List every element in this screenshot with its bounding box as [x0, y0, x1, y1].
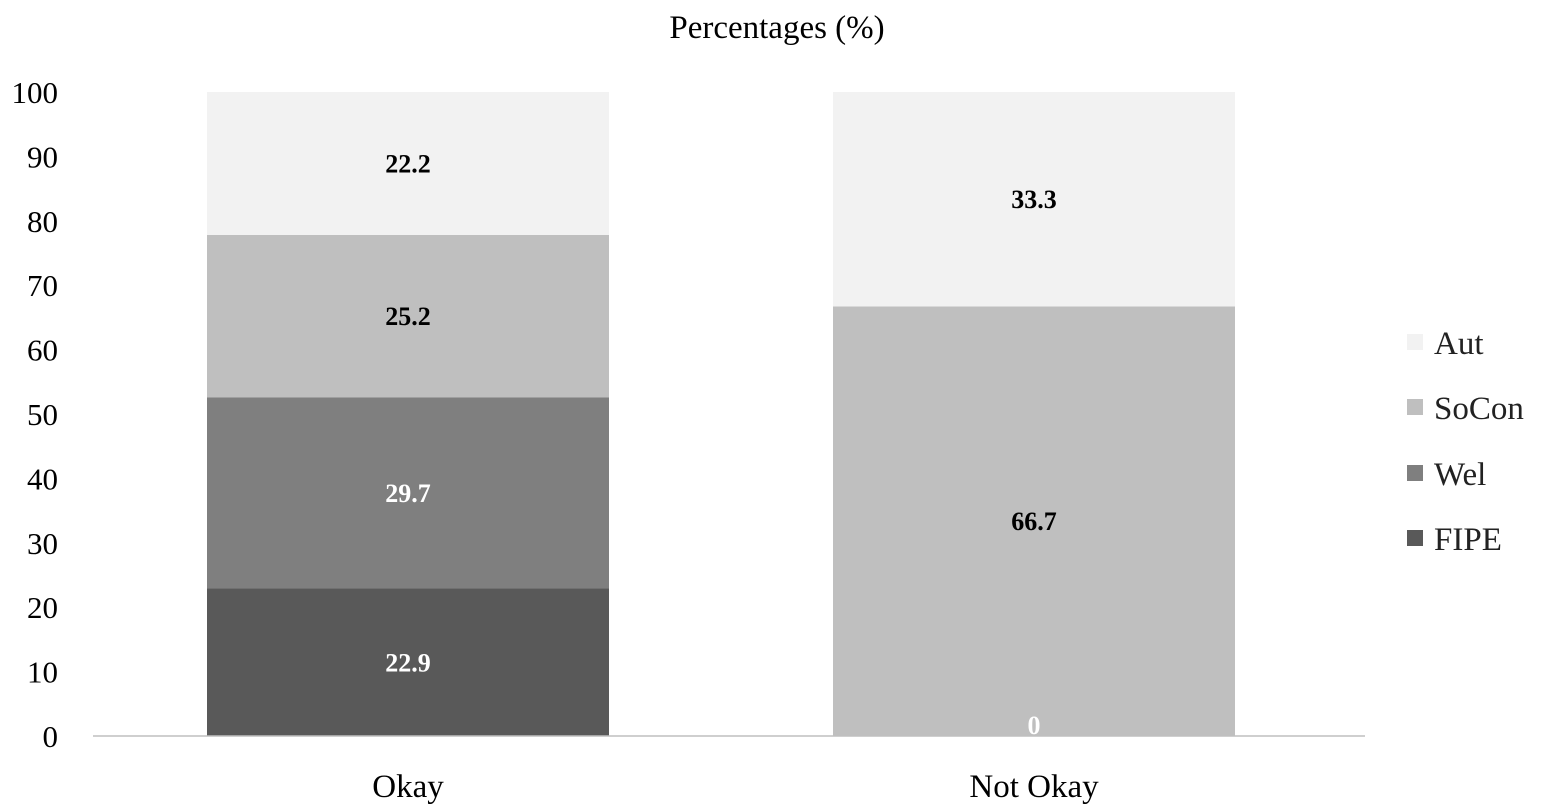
data-label: 0	[1028, 711, 1041, 740]
data-label: 66.7	[1011, 507, 1057, 536]
legend-swatch	[1407, 530, 1423, 546]
data-label: 29.7	[385, 479, 431, 508]
y-tick-label: 50	[27, 397, 58, 432]
chart-title: Percentages (%)	[669, 10, 884, 46]
data-label: 22.9	[385, 648, 431, 677]
y-tick-label: 90	[27, 139, 58, 174]
data-label: 22.2	[385, 149, 431, 178]
y-tick-label: 40	[27, 461, 58, 496]
y-tick-label: 60	[27, 333, 58, 368]
x-tick-label: Okay	[372, 769, 444, 805]
y-tick-label: 10	[27, 655, 58, 690]
bar-segment	[207, 92, 609, 235]
data-label: 25.2	[385, 302, 431, 331]
legend-label: FIPE	[1434, 522, 1502, 558]
legend-label: Wel	[1434, 457, 1486, 493]
y-tick-label: 80	[27, 204, 58, 239]
x-tick-label: Not Okay	[969, 769, 1099, 805]
bar-segment	[833, 306, 1235, 736]
x-axis: Okay Not Okay	[372, 769, 1099, 805]
data-labels-group: 22.9 29.7 25.2 22.2 0 66.7 33.3	[385, 149, 1057, 740]
legend-swatch	[1407, 334, 1423, 350]
y-tick-label: 20	[27, 590, 58, 625]
bar-segment	[207, 588, 609, 736]
y-tick-label: 70	[27, 268, 58, 303]
y-tick-label: 0	[43, 719, 59, 754]
data-label: 33.3	[1011, 185, 1057, 214]
legend-label: Aut	[1434, 326, 1484, 362]
bar-segment	[207, 397, 609, 589]
bars-group	[207, 92, 1235, 736]
legend: Aut SoCon Wel FIPE	[1407, 326, 1524, 558]
legend-label: SoCon	[1434, 391, 1524, 427]
legend-swatch	[1407, 399, 1423, 415]
bar-segment	[833, 92, 1235, 307]
y-tick-label: 30	[27, 526, 58, 561]
bar-segment	[207, 234, 609, 398]
legend-swatch	[1407, 465, 1423, 481]
y-axis: 0 10 20 30 40 50 60 70 80 90 100	[12, 75, 59, 754]
y-tick-label: 100	[12, 75, 59, 110]
